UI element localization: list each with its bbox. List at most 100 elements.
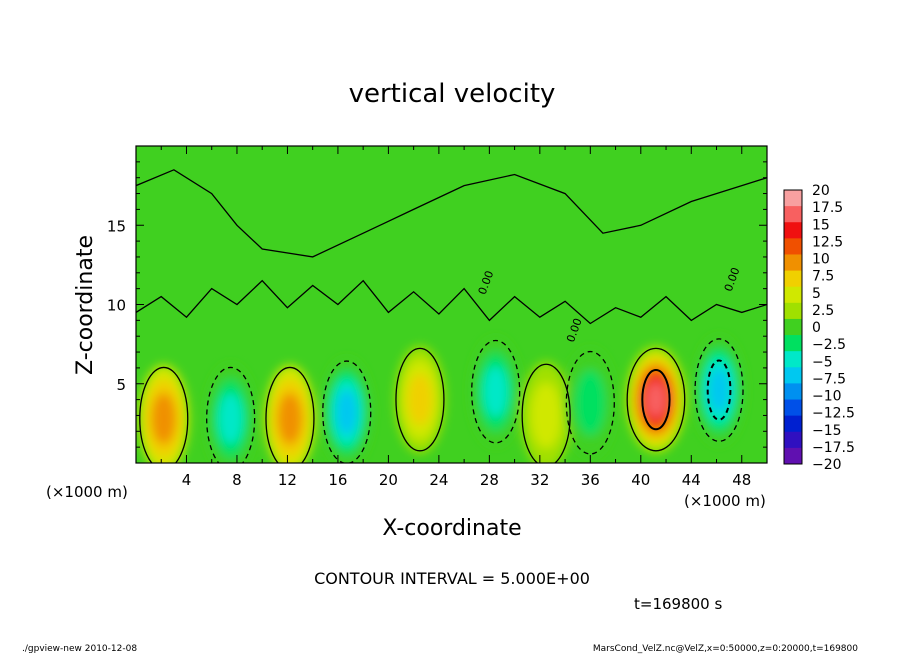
plot-area: 0.000.000.00 — [136, 146, 767, 463]
field-level — [151, 392, 176, 445]
colorbar-frame — [783, 189, 803, 465]
y-axis-title: Z-coordinate — [73, 235, 98, 375]
colorbar-swatch — [784, 286, 802, 304]
colorbar-swatch — [784, 367, 802, 384]
x-tick-label: 48 — [732, 471, 751, 489]
field-feature — [394, 345, 446, 454]
colorbar-label: 15 — [812, 217, 830, 233]
colorbar-label: 5 — [812, 286, 821, 302]
colorbar-swatch — [784, 302, 802, 320]
colorbar-swatch — [784, 206, 802, 223]
x-tick-label: 24 — [429, 471, 448, 489]
field-level — [218, 392, 243, 445]
colorbar-label: 0 — [812, 320, 821, 336]
contour-line — [706, 359, 732, 421]
colorbar-swatch — [784, 351, 802, 368]
field-feature — [565, 348, 616, 457]
field-level — [530, 382, 562, 449]
x-tick-label: 20 — [379, 471, 398, 489]
y-tick-label: 5 — [116, 376, 126, 394]
x-tick-label: 4 — [182, 471, 192, 489]
x-axis-title: X-coordinate — [382, 516, 521, 541]
field-feature — [470, 337, 521, 446]
contour-interval-text: CONTOUR INTERVAL = 5.000E+00 — [314, 569, 590, 588]
x-tick-label: 36 — [581, 471, 600, 489]
field-level — [407, 373, 433, 426]
contour-line — [521, 363, 571, 463]
colorbar-swatch — [784, 190, 802, 207]
field-feature — [264, 364, 316, 463]
x-tick-label: 28 — [480, 471, 499, 489]
colorbar-swatch — [784, 431, 802, 449]
colorbar-swatch — [784, 222, 802, 239]
contour-line — [136, 169, 767, 258]
colorbar-swatch — [784, 318, 802, 336]
colorbar-label: −15 — [812, 423, 842, 439]
contour-line — [206, 366, 256, 463]
contour-line — [322, 360, 372, 463]
colorbar-swatch — [784, 447, 802, 465]
field-feature — [321, 358, 372, 463]
x-tick-label: 44 — [682, 471, 701, 489]
x-tick-label: 8 — [232, 471, 242, 489]
x-tick-label: 32 — [530, 471, 549, 489]
field-blobs — [138, 336, 745, 463]
contour-line — [626, 347, 686, 452]
contour-line — [265, 366, 315, 463]
field-feature — [625, 345, 687, 454]
colorbar-swatch — [784, 399, 802, 417]
colorbar-label: −2.5 — [812, 337, 846, 353]
colorbar-label: −7.5 — [812, 371, 846, 387]
colorbar-swatch — [784, 383, 802, 400]
field-level — [574, 369, 606, 436]
x-unit-label-right: (×1000 m) — [684, 492, 766, 510]
contour-line — [136, 279, 767, 325]
x-tick-label: 16 — [328, 471, 347, 489]
footer-left-text: ./gpview-new 2010-12-08 — [22, 644, 137, 654]
contour-line — [139, 366, 189, 463]
colorbar-label: 20 — [812, 183, 830, 199]
colorbar-label: 12.5 — [812, 234, 843, 250]
colorbar-swatch — [784, 238, 802, 255]
field-feature — [205, 364, 256, 463]
colorbar-swatch — [784, 254, 802, 271]
colorbar-swatch — [784, 270, 802, 288]
chart-title: vertical velocity — [349, 79, 556, 109]
field-level — [336, 389, 358, 435]
contour-line — [395, 347, 445, 452]
colorbar-label: 10 — [812, 252, 830, 268]
contour-line — [641, 368, 671, 431]
y-axis: 5 10 15 — [107, 161, 767, 448]
x-tick-label: 12 — [278, 471, 297, 489]
colorbar-swatch — [784, 415, 802, 433]
colorbar-label: 17.5 — [812, 200, 843, 216]
colorbar-label: −17.5 — [812, 440, 855, 456]
x-tick-label: 40 — [631, 471, 650, 489]
field-level — [483, 365, 508, 418]
x-unit-label-left: (×1000 m) — [46, 483, 128, 501]
y-tick-label: 10 — [107, 297, 126, 315]
colorbar-label: 2.5 — [812, 303, 834, 319]
contour-lines: 0.000.000.00 — [136, 169, 767, 463]
field-level — [645, 381, 666, 418]
colorbar-label: −12.5 — [812, 406, 855, 422]
field-feature — [693, 336, 745, 444]
contour-line — [565, 350, 615, 455]
colorbar-swatch — [784, 335, 802, 352]
y-tick-label: 15 — [107, 217, 126, 235]
field-level — [708, 367, 730, 413]
colorbar-label: −20 — [812, 457, 842, 473]
contour-line — [694, 338, 744, 442]
field-feature — [138, 364, 189, 463]
time-label: t=169800 s — [634, 595, 722, 613]
colorbar-label: −5 — [812, 354, 833, 370]
x-axis: 4 8 12 16 20 24 28 32 36 40 44 48 — [160, 146, 751, 489]
field-feature — [520, 361, 572, 463]
footer-right-text: MarsCond_VelZ.nc@VelZ,x=0:50000,z=0:2000… — [593, 644, 858, 654]
colorbar-label: 7.5 — [812, 269, 834, 285]
colorbar-label: −10 — [812, 389, 842, 405]
field-level — [277, 392, 303, 445]
contour-line — [471, 339, 521, 444]
